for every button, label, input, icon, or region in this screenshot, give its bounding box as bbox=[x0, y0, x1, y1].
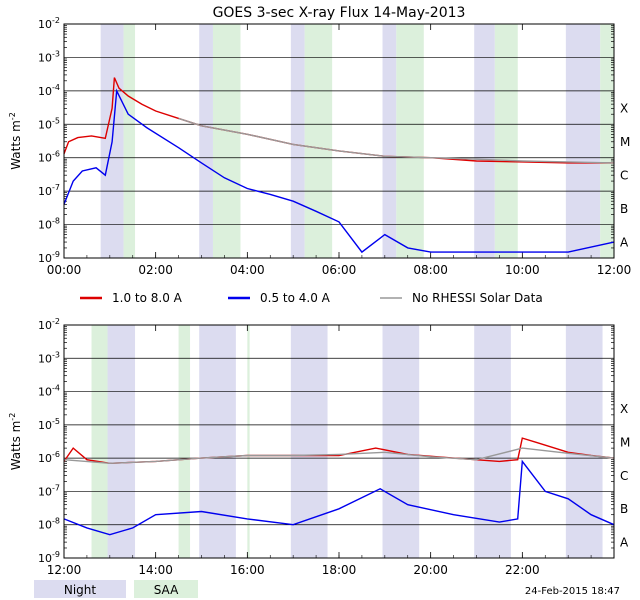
x-tick-label: 12:00 bbox=[47, 563, 82, 577]
x-tick-label: 12:00 bbox=[597, 263, 632, 277]
x-tick-label: 20:00 bbox=[413, 563, 448, 577]
legend-label: 1.0 to 8.0 A bbox=[112, 291, 183, 305]
night-band bbox=[199, 325, 236, 558]
goes-class-label: M bbox=[620, 436, 630, 450]
y-tick-label: 10-7 bbox=[38, 183, 60, 198]
night-band bbox=[107, 325, 136, 558]
y-tick-label: 10-4 bbox=[38, 83, 60, 98]
footer-timestamp: 24-Feb-2015 18:47 bbox=[525, 586, 620, 597]
series-line-long bbox=[63, 437, 615, 465]
y-tick-label: 10-3 bbox=[38, 350, 60, 365]
y-tick-label: 10-5 bbox=[38, 116, 60, 131]
legend-label: No RHESSI Solar Data bbox=[412, 291, 543, 305]
goes-class-label: X bbox=[620, 102, 628, 116]
y-tick-label: 10-9 bbox=[38, 250, 60, 265]
x-tick-label: 06:00 bbox=[322, 263, 357, 277]
y-tick-label: 10-2 bbox=[38, 317, 60, 332]
night-band bbox=[382, 24, 397, 258]
series-line-no-rhessi bbox=[178, 117, 615, 164]
series-line-short bbox=[63, 88, 615, 254]
x-tick-label: 04:00 bbox=[230, 263, 265, 277]
goes-class-label: B bbox=[620, 202, 628, 216]
saa-band bbox=[247, 325, 250, 558]
y-tick-label: 10-6 bbox=[38, 450, 60, 465]
goes-class-label: A bbox=[620, 235, 629, 249]
night-key-swatch bbox=[34, 580, 126, 598]
y-tick-label: 10-2 bbox=[38, 16, 60, 31]
saa-key-label: SAA bbox=[154, 583, 179, 597]
y-tick-label: 10-5 bbox=[38, 417, 60, 432]
goes-class-label: A bbox=[620, 535, 629, 549]
saa-band bbox=[396, 24, 424, 258]
night-band bbox=[199, 24, 213, 258]
y-tick-label: 10-9 bbox=[38, 550, 60, 565]
night-band bbox=[382, 325, 420, 558]
legend-label: 0.5 to 4.0 A bbox=[260, 291, 331, 305]
saa-band bbox=[494, 24, 518, 258]
saa-band bbox=[178, 325, 191, 558]
x-tick-label: 18:00 bbox=[322, 563, 357, 577]
x-tick-label: 22:00 bbox=[505, 563, 540, 577]
night-band bbox=[474, 24, 495, 258]
x-tick-label: 08:00 bbox=[413, 263, 448, 277]
goes-class-label: B bbox=[620, 502, 628, 516]
plot-frame bbox=[63, 324, 615, 559]
night-band bbox=[565, 24, 601, 258]
saa-band bbox=[600, 24, 614, 258]
x-tick-label: 10:00 bbox=[505, 263, 540, 277]
saa-key-swatch bbox=[134, 580, 198, 598]
night-band bbox=[474, 325, 511, 558]
y-tick-label: 10-3 bbox=[38, 49, 60, 64]
x-tick-label: 14:00 bbox=[138, 563, 173, 577]
goes-class-label: C bbox=[620, 168, 628, 182]
chart-title: GOES 3-sec X-ray Flux 14-May-2013 bbox=[213, 5, 466, 21]
saa-band bbox=[304, 24, 333, 258]
y-tick-label: 10-4 bbox=[38, 384, 60, 399]
x-tick-label: 00:00 bbox=[47, 263, 82, 277]
series-line-no-rhessi bbox=[63, 447, 615, 465]
goes-class-label: C bbox=[620, 469, 628, 483]
series-line-short bbox=[63, 459, 615, 536]
night-band bbox=[565, 325, 603, 558]
saa-band bbox=[91, 325, 108, 558]
y-tick-label: 10-8 bbox=[38, 217, 60, 232]
y-tick-label: 10-8 bbox=[38, 517, 60, 532]
night-key-label: Night bbox=[64, 583, 97, 597]
y-tick-label: 10-6 bbox=[38, 150, 60, 165]
x-tick-label: 02:00 bbox=[138, 263, 173, 277]
y-tick-label: 10-7 bbox=[38, 483, 60, 498]
y-axis-label: Watts m-2 bbox=[8, 112, 23, 170]
saa-band bbox=[212, 24, 241, 258]
series-line-long bbox=[63, 77, 614, 164]
plot-frame bbox=[63, 23, 615, 259]
x-tick-label: 16:00 bbox=[230, 563, 265, 577]
goes-class-label: M bbox=[620, 135, 630, 149]
saa-band bbox=[123, 24, 136, 258]
y-axis-label: Watts m-2 bbox=[8, 413, 23, 471]
night-band bbox=[290, 24, 305, 258]
goes-class-label: X bbox=[620, 402, 628, 416]
